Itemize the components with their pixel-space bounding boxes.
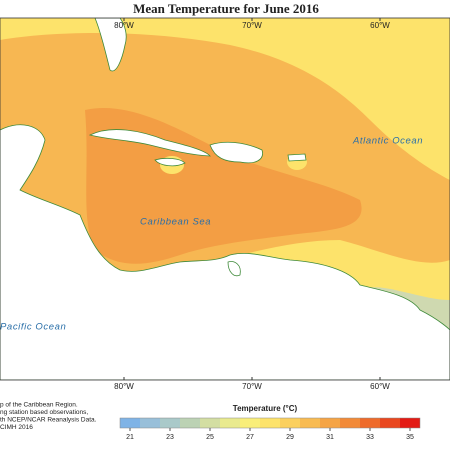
color-swatch bbox=[220, 418, 240, 428]
colorbar-label: 29 bbox=[286, 434, 294, 441]
lon-label: 80°W bbox=[114, 382, 134, 391]
map-title: Mean Temperature for June 2016 bbox=[133, 1, 319, 16]
colorbar-label: 33 bbox=[366, 434, 374, 441]
color-swatch bbox=[260, 418, 280, 428]
cuba bbox=[88, 129, 211, 157]
color-swatch bbox=[320, 418, 340, 428]
colorbar-label: 25 bbox=[206, 434, 214, 441]
colorbar-label: 21 bbox=[126, 434, 134, 441]
mainland bbox=[0, 124, 450, 380]
puerto-rico bbox=[287, 153, 307, 162]
map-note: th NCEP/NCAR Reanalysis Data. bbox=[0, 417, 97, 424]
florida bbox=[94, 18, 127, 72]
jamaica bbox=[154, 157, 186, 167]
lon-label: 60°W bbox=[370, 382, 390, 391]
color-swatch bbox=[400, 418, 420, 428]
colorbar-label: 23 bbox=[166, 434, 174, 441]
color-swatch bbox=[140, 418, 160, 428]
ocean-label: Atlantic Ocean bbox=[352, 136, 423, 147]
lake bbox=[227, 261, 241, 277]
color-swatch bbox=[340, 418, 360, 428]
color-swatch bbox=[160, 418, 180, 428]
map-area: Atlantic Ocean Caribbean Sea Pacific Oce… bbox=[0, 18, 450, 380]
lon-label: 70°W bbox=[242, 21, 262, 30]
colorbar-frame bbox=[119, 417, 421, 429]
color-swatch bbox=[240, 418, 260, 428]
lon-label: 70°W bbox=[242, 382, 262, 391]
color-swatch bbox=[300, 418, 320, 428]
map-note: p of the Caribbean Region. bbox=[0, 402, 78, 409]
lon-label: 60°W bbox=[370, 21, 390, 30]
colorbar-label: 27 bbox=[246, 434, 254, 441]
color-swatch bbox=[200, 418, 220, 428]
color-swatch bbox=[360, 418, 380, 428]
legend-title: Temperature (°C) bbox=[233, 404, 298, 413]
color-swatch bbox=[120, 418, 140, 428]
map-note: CIMH 2016 bbox=[0, 424, 33, 431]
colorbar-label: 35 bbox=[406, 434, 414, 441]
ocean-label: Pacific Ocean bbox=[0, 322, 66, 333]
sea-label: Caribbean Sea bbox=[140, 217, 211, 228]
color-swatch bbox=[380, 418, 400, 428]
colorbar-label: 31 bbox=[326, 434, 334, 441]
hispaniola bbox=[209, 141, 263, 164]
map-note: ng station based observations, bbox=[0, 409, 88, 416]
color-swatch bbox=[180, 418, 200, 428]
hot-zone bbox=[85, 108, 362, 264]
lon-label: 80°W bbox=[114, 21, 134, 30]
color-swatch bbox=[280, 418, 300, 428]
map-frame bbox=[0, 17, 450, 381]
